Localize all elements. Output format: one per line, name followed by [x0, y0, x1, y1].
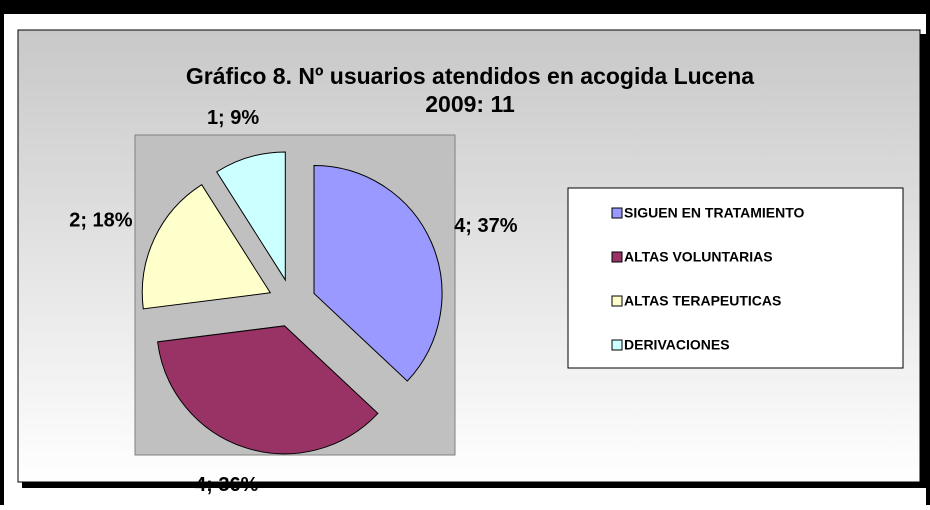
pie-slice — [313, 164, 443, 382]
legend-label: ALTAS TERAPEUTICAS — [624, 293, 781, 309]
legend-swatch — [611, 339, 623, 351]
pie-slice — [216, 151, 286, 282]
chart-title: 2009: 11 — [425, 91, 515, 117]
legend-label: SIGUEN EN TRATAMIENTO — [624, 205, 805, 221]
top-bar — [0, 0, 930, 14]
data-label: 4; 36% — [195, 474, 259, 496]
shadow — [920, 34, 926, 486]
legend-label: ALTAS VOLUNTARIAS — [624, 249, 773, 265]
left-border — [0, 14, 4, 505]
legend-label: DERIVACIONES — [624, 337, 730, 353]
data-label: 1; 9% — [207, 107, 259, 129]
legend-swatch — [611, 207, 623, 219]
right-border — [926, 14, 930, 505]
shadow — [22, 482, 926, 488]
data-label: 2; 18% — [69, 210, 133, 232]
legend-swatch — [611, 251, 623, 263]
legend — [567, 187, 904, 369]
data-label: 4; 37% — [454, 215, 518, 237]
pie-slice — [141, 184, 272, 310]
legend-swatch — [611, 295, 623, 307]
chart-title: Gráfico 8. Nº usuarios atendidos en acog… — [186, 63, 754, 89]
pie-slice — [157, 325, 379, 455]
